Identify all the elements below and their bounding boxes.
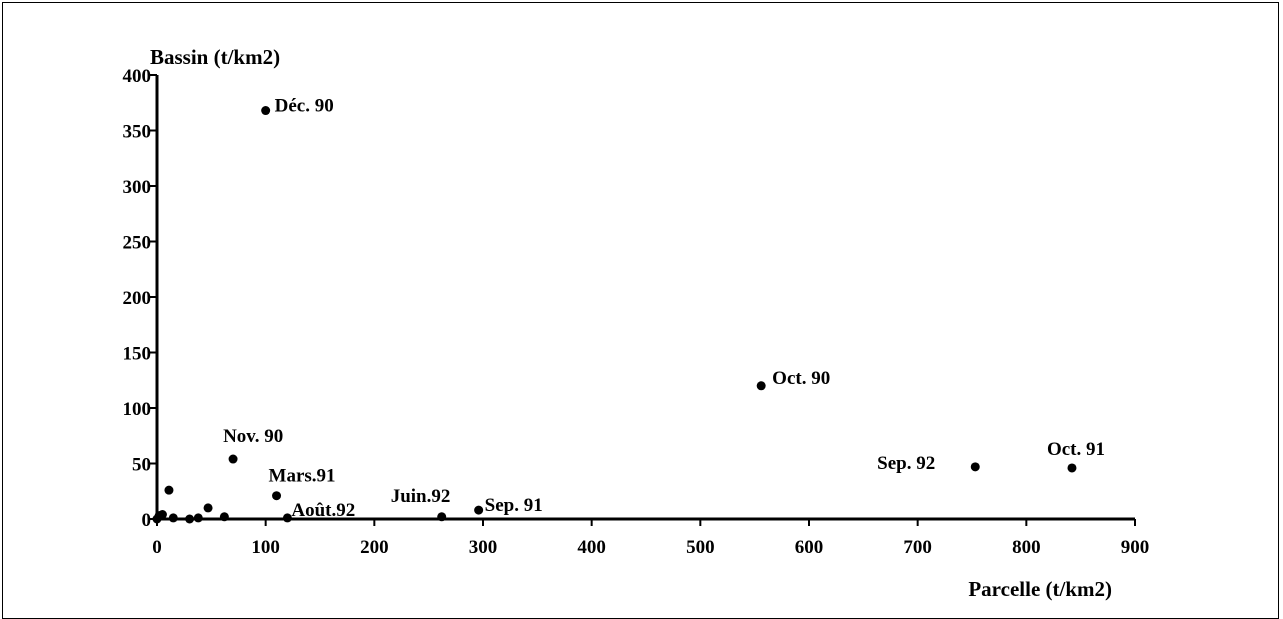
x-axis-label: Parcelle (t/km2)	[968, 577, 1112, 601]
x-tick-label: 0	[152, 537, 162, 558]
x-ticks: 0 100 200 300 400 500 600 700 800 900	[152, 519, 1149, 558]
point-label: Mars.91	[269, 466, 336, 487]
data-point	[203, 503, 213, 513]
y-tick-label: 350	[123, 122, 152, 143]
y-axis-label: Bassin (t/km2)	[150, 45, 280, 69]
y-tick-label: 150	[123, 344, 152, 365]
point-label: Oct. 91	[1047, 439, 1105, 460]
data-point	[282, 513, 292, 523]
data-point	[970, 462, 980, 472]
data-point	[1067, 463, 1077, 473]
data-point	[152, 514, 162, 524]
data-point	[474, 505, 484, 515]
point-label: Août.92	[291, 500, 355, 521]
data-point	[168, 513, 178, 523]
y-tick-label: 100	[123, 399, 152, 420]
x-tick-label: 100	[251, 537, 280, 558]
y-tick-label: 250	[123, 233, 152, 254]
y-tick-label: 0	[142, 510, 152, 531]
x-tick-label: 700	[903, 537, 932, 558]
x-tick-label: 900	[1121, 537, 1150, 558]
data-point	[756, 381, 766, 391]
data-point	[272, 491, 282, 501]
data-points	[152, 106, 1077, 524]
y-ticks: 0 50 100 150 200 250 300 350 400	[123, 66, 157, 531]
point-label: Sep. 91	[485, 495, 543, 516]
y-tick-label: 200	[123, 288, 152, 309]
x-tick-label: 300	[469, 537, 498, 558]
y-tick-label: 300	[123, 177, 152, 198]
data-point	[164, 485, 174, 495]
point-labels: Déc. 90 Oct. 90 Nov. 90 Mars.91 Août.92 Juin.…	[223, 96, 1105, 521]
data-point	[185, 514, 195, 524]
data-point	[437, 512, 447, 522]
point-label: Oct. 90	[772, 368, 830, 389]
x-tick-label: 200	[360, 537, 389, 558]
data-point	[228, 454, 238, 464]
data-point	[219, 512, 229, 522]
x-tick-label: 600	[795, 537, 824, 558]
point-label: Sep. 92	[877, 453, 935, 474]
y-tick-label: 50	[132, 455, 151, 476]
x-tick-label: 500	[686, 537, 715, 558]
x-tick-label: 800	[1012, 537, 1041, 558]
point-label: Déc. 90	[275, 96, 334, 117]
data-point	[193, 513, 203, 523]
point-label: Nov. 90	[223, 426, 283, 447]
y-tick-label: 400	[123, 66, 152, 87]
point-label: Juin.92	[391, 486, 451, 507]
data-point	[261, 106, 271, 116]
x-tick-label: 400	[577, 537, 606, 558]
